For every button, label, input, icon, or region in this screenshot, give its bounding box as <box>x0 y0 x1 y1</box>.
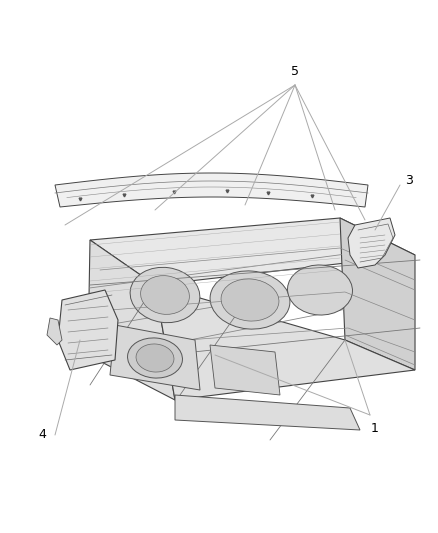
Polygon shape <box>155 285 415 400</box>
Polygon shape <box>90 218 415 285</box>
Ellipse shape <box>287 265 353 315</box>
Polygon shape <box>47 318 62 345</box>
Polygon shape <box>110 325 200 390</box>
Polygon shape <box>340 218 415 370</box>
Ellipse shape <box>127 338 183 378</box>
Ellipse shape <box>136 344 174 372</box>
Text: 3: 3 <box>405 174 413 187</box>
Text: 1: 1 <box>371 422 379 435</box>
Text: 5: 5 <box>291 65 299 78</box>
Polygon shape <box>58 290 118 370</box>
Polygon shape <box>210 345 280 395</box>
Ellipse shape <box>141 276 189 314</box>
Polygon shape <box>55 173 368 207</box>
Polygon shape <box>348 218 395 268</box>
Polygon shape <box>88 240 175 400</box>
Ellipse shape <box>221 279 279 321</box>
Polygon shape <box>175 395 360 430</box>
Ellipse shape <box>130 268 200 322</box>
Ellipse shape <box>210 271 290 329</box>
Text: 4: 4 <box>38 429 46 441</box>
